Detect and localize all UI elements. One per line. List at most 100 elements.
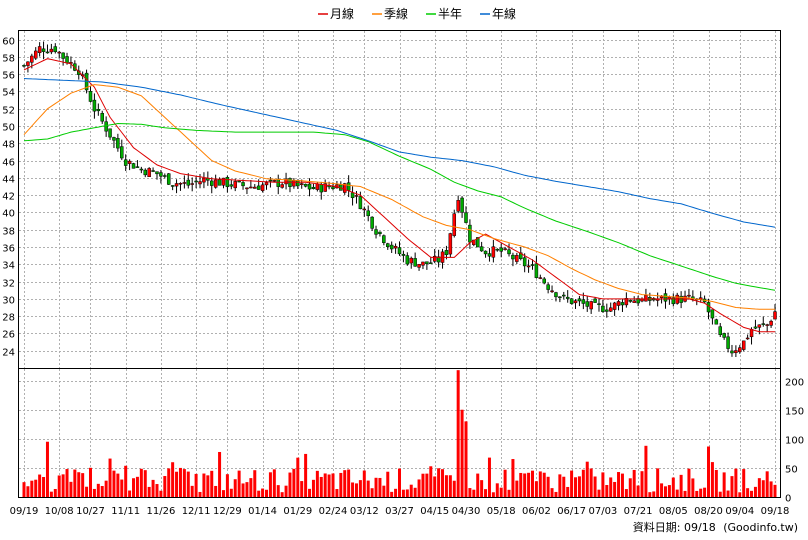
candle-body <box>487 253 492 257</box>
volume-bar <box>773 484 777 497</box>
footer-date-source: 資料日期: 09/18 (Goodinfo.tw) <box>633 520 798 534</box>
volume-bar <box>167 468 171 497</box>
candle-body <box>671 297 676 305</box>
candle-body <box>342 183 347 193</box>
price-tick-label: 54 <box>2 88 15 99</box>
candle-body <box>741 340 746 350</box>
volume-bar <box>448 475 452 497</box>
candle-body <box>49 48 54 53</box>
candle-body <box>608 307 613 312</box>
candle-body <box>765 324 769 326</box>
x-tick-label: 05/18 <box>487 506 516 517</box>
candle-body <box>45 51 50 54</box>
volume-bar <box>687 468 691 497</box>
volume-bar <box>311 479 315 497</box>
price-tick-label: 40 <box>2 209 15 220</box>
x-axis: 09/19 10/08 10/27 11/11 11/26 12/11 12/29 01/14… <box>10 506 790 517</box>
candle-body <box>464 212 468 223</box>
volume-bar <box>245 482 249 497</box>
volume-bar <box>722 472 726 497</box>
volume-bar <box>554 491 558 497</box>
candle-body <box>511 254 515 260</box>
volume-bar <box>530 470 534 497</box>
candle-body <box>217 179 222 186</box>
volume-axis: 0 50 100 150 200 <box>785 378 804 505</box>
volume-bar <box>746 488 750 497</box>
volume-bar <box>601 472 605 497</box>
volume-bar <box>147 486 151 497</box>
volume-bar <box>315 470 319 497</box>
candle-body <box>409 257 413 264</box>
volume-bar <box>523 473 527 497</box>
price-tick-label: 52 <box>2 106 15 117</box>
volume-bar <box>429 466 433 497</box>
x-tick-label: 08/20 <box>694 506 723 517</box>
candle-body <box>386 243 390 247</box>
volume-bar <box>495 483 499 497</box>
x-tick-label: 12/29 <box>213 506 242 517</box>
volume-bar <box>660 483 664 497</box>
candle-body <box>315 183 320 190</box>
volume-bar <box>421 473 425 497</box>
volume-bar <box>57 475 61 497</box>
volume-bar <box>151 479 155 497</box>
volume-bar <box>132 478 136 497</box>
volume-bar <box>292 468 296 497</box>
volume-bar <box>679 474 683 497</box>
candle-body <box>597 303 601 305</box>
volume-bar <box>237 470 241 497</box>
candle-body <box>460 197 464 213</box>
price-tick-label: 34 <box>2 261 15 272</box>
volume-bar <box>229 488 233 497</box>
volume-bar <box>96 483 100 497</box>
volume-bar <box>26 486 30 497</box>
volume-bar <box>515 480 519 497</box>
candle-body <box>374 229 378 235</box>
x-tick-label: 08/05 <box>659 506 688 517</box>
candle-body <box>362 208 367 211</box>
volume-bar <box>433 476 437 497</box>
volume-bar <box>73 469 77 497</box>
volume-bar <box>61 474 65 497</box>
volume-bar <box>742 469 746 497</box>
candle-body <box>92 99 97 112</box>
volume-bar <box>190 485 194 497</box>
candle-body <box>429 262 433 265</box>
candle-body <box>605 309 609 312</box>
volume-bar <box>214 485 218 497</box>
price-tick-label: 26 <box>2 330 15 341</box>
candle-body <box>644 295 648 302</box>
candle-body <box>718 326 722 335</box>
candle-body <box>530 264 535 266</box>
candle-body <box>131 163 136 169</box>
volume-bar <box>413 487 417 497</box>
volume-bar <box>452 480 456 497</box>
volume-bar <box>202 473 206 497</box>
candle-body <box>143 169 148 176</box>
volume-bar <box>577 476 581 497</box>
candle-body <box>522 257 527 267</box>
candle-body <box>558 296 562 299</box>
candle-body <box>738 347 742 353</box>
volume-bar <box>550 488 554 497</box>
volume-bar <box>69 481 73 497</box>
x-tick-label: 12/11 <box>182 506 211 517</box>
volume-bar <box>280 492 284 497</box>
candle-body <box>41 48 46 52</box>
candle-body <box>296 180 300 187</box>
candle-body <box>354 195 359 197</box>
volume-bar <box>386 471 390 497</box>
price-panel <box>18 30 781 369</box>
candle-body <box>706 302 711 313</box>
volume-tick-label: 200 <box>785 378 804 389</box>
candle-body <box>323 183 327 192</box>
candle-body <box>769 320 773 326</box>
volume-bar <box>390 491 394 497</box>
candle-body <box>499 247 503 252</box>
volume-bar <box>683 490 687 497</box>
volume-bar <box>636 485 640 497</box>
candle-body <box>393 245 398 249</box>
volume-bar <box>354 483 358 497</box>
candle-body <box>378 231 382 235</box>
price-tick-label: 38 <box>2 227 15 238</box>
